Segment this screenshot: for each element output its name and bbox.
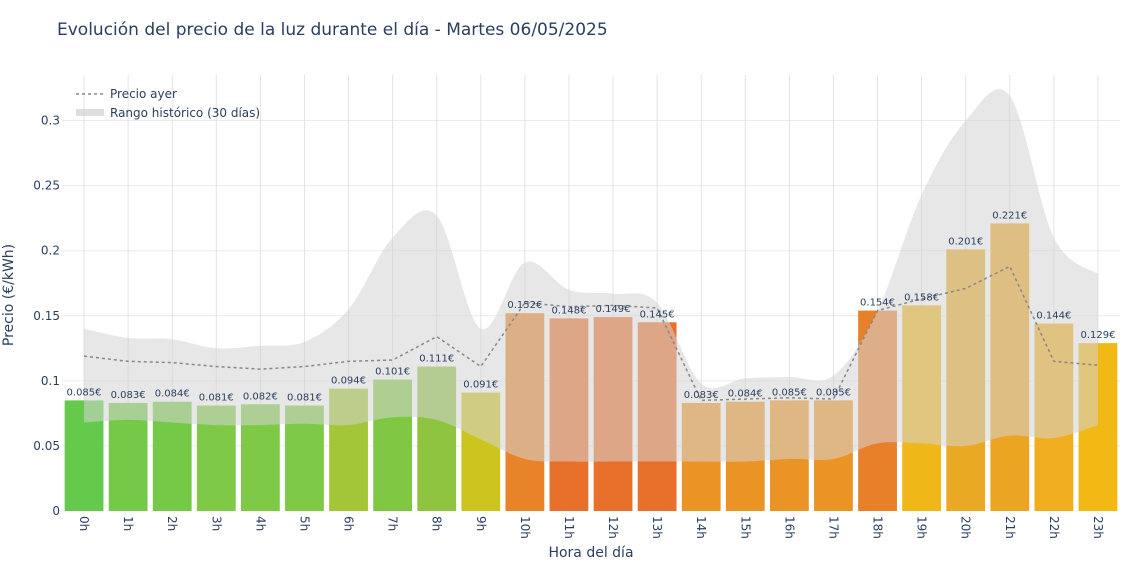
x-tick-label: 10h <box>518 516 532 539</box>
x-tick-label: 4h <box>253 516 267 531</box>
bar-label-16h: 0.085€ <box>772 387 807 398</box>
bar-label-15h: 0.084€ <box>728 389 763 400</box>
bar-label-22h: 0.144€ <box>1036 311 1071 322</box>
x-tick-label: 16h <box>782 516 796 539</box>
bar-label-21h: 0.221€ <box>992 210 1027 221</box>
bar-label-18h: 0.154€ <box>860 298 895 309</box>
x-tick-label: 3h <box>209 516 223 531</box>
x-tick-label: 14h <box>694 516 708 539</box>
x-tick-label: 0h <box>77 516 91 531</box>
bar-label-0h: 0.085€ <box>67 387 102 398</box>
y-tick-label: 0 <box>52 504 60 518</box>
bar-label-5h: 0.081€ <box>287 393 322 404</box>
y-tick-label: 0.05 <box>33 439 60 453</box>
x-tick-label: 17h <box>826 516 840 539</box>
bar-label-20h: 0.201€ <box>948 236 983 247</box>
x-tick-label: 23h <box>1091 516 1105 539</box>
bar-label-23h: 0.129€ <box>1080 330 1115 341</box>
bar-label-7h: 0.101€ <box>375 367 410 378</box>
legend-area-swatch <box>76 109 104 116</box>
bar-label-14h: 0.083€ <box>684 390 719 401</box>
y-tick-label: 0.3 <box>41 114 60 128</box>
bar-label-13h: 0.145€ <box>640 309 675 320</box>
historical-range-area <box>84 89 1098 462</box>
y-tick-label: 0.2 <box>41 244 60 258</box>
x-tick-label: 19h <box>915 516 929 539</box>
chart-title: Evolución del precio de la luz durante e… <box>57 20 608 40</box>
legend-label-rango-historico: Rango histórico (30 días) <box>110 106 260 120</box>
x-tick-label: 13h <box>650 516 664 539</box>
precio-ayer-line <box>83 265 1099 402</box>
bar-label-6h: 0.094€ <box>331 376 366 387</box>
bar-label-8h: 0.111€ <box>419 354 454 365</box>
bar-label-3h: 0.081€ <box>199 393 234 404</box>
bar-label-11h: 0.148€ <box>551 305 586 316</box>
x-tick-label: 12h <box>606 516 620 539</box>
x-tick-label: 2h <box>165 516 179 531</box>
x-tick-label: 11h <box>562 516 576 539</box>
legend-label-precio-ayer: Precio ayer <box>110 87 177 101</box>
x-tick-label: 9h <box>474 516 488 531</box>
x-tick-label: 1h <box>121 516 135 531</box>
bar-label-19h: 0.158€ <box>904 292 939 303</box>
bar-label-10h: 0.152€ <box>507 300 542 311</box>
x-tick-label: 15h <box>738 516 752 539</box>
x-tick-label: 8h <box>430 516 444 531</box>
bar-label-4h: 0.082€ <box>243 391 278 402</box>
bar-label-9h: 0.091€ <box>463 380 498 391</box>
bar-label-12h: 0.149€ <box>596 304 631 315</box>
y-tick-label: 0.1 <box>41 374 60 388</box>
bar-1h[interactable] <box>108 402 148 511</box>
y-tick-label: 0.25 <box>33 179 60 193</box>
y-axis-title: Precio (€/kWh) <box>1 244 17 346</box>
x-tick-label: 20h <box>959 516 973 539</box>
x-axis-title: Hora del día <box>548 545 633 561</box>
x-tick-label: 7h <box>386 516 400 531</box>
x-tick-label: 6h <box>342 516 356 531</box>
x-tick-label: 18h <box>871 516 885 539</box>
bar-label-2h: 0.084€ <box>155 389 190 400</box>
bar-label-17h: 0.085€ <box>816 387 851 398</box>
bar-label-1h: 0.083€ <box>111 390 146 401</box>
x-tick-label: 22h <box>1047 516 1061 539</box>
x-tick-label: 5h <box>297 516 311 531</box>
x-tick-label: 21h <box>1003 516 1017 539</box>
y-tick-label: 0.15 <box>33 309 60 323</box>
